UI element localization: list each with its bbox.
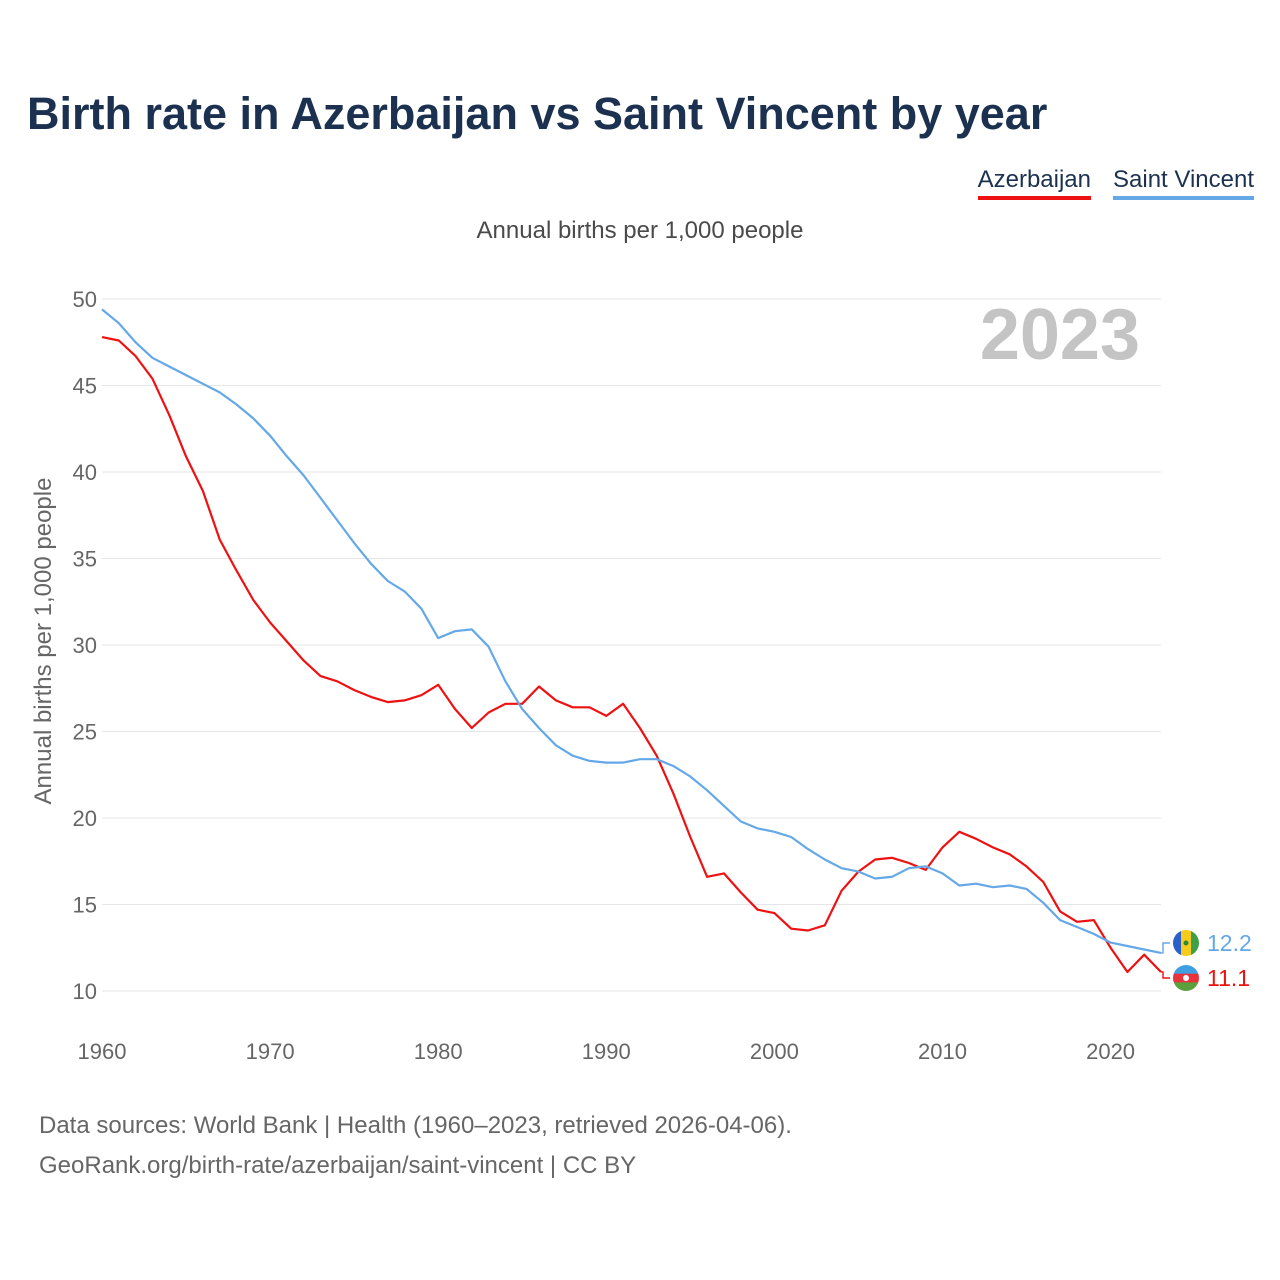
y-tick-label: 50 [73, 287, 97, 312]
page-title: Birth rate in Azerbaijan vs Saint Vincen… [27, 88, 1048, 139]
x-tick-label: 1970 [246, 1039, 295, 1064]
y-tick-label: 10 [73, 979, 97, 1004]
y-tick-label: 15 [73, 893, 97, 918]
series-end-labels: 11.1 12.2 [1161, 930, 1252, 991]
x-tick-label: 1990 [582, 1039, 631, 1064]
x-tick-label: 1980 [414, 1039, 463, 1064]
y-tick-label: 40 [73, 460, 97, 485]
series-line-azerbaijan[interactable] [101, 336, 1162, 974]
legend-item-saint-vincent[interactable]: Saint Vincent [1113, 166, 1254, 200]
grid-lines [102, 298, 1161, 992]
series-lines [101, 308, 1162, 974]
y-tick-label: 30 [73, 633, 97, 658]
x-tick-label: 1960 [78, 1039, 127, 1064]
x-tick-label: 2010 [918, 1039, 967, 1064]
x-tick-label: 2020 [1086, 1039, 1135, 1064]
y-tick-label: 35 [73, 547, 97, 572]
y-tick-label: 25 [73, 720, 97, 745]
azerbaijan-flag-icon [1173, 965, 1199, 991]
end-connector [1161, 971, 1170, 979]
credit-link[interactable]: GeoRank.org/birth-rate/azerbaijan/saint-… [39, 1152, 637, 1179]
legend: Azerbaijan Saint Vincent [977, 166, 1254, 200]
legend-item-azerbaijan[interactable]: Azerbaijan [977, 166, 1091, 200]
x-tick-label: 2000 [750, 1039, 799, 1064]
end-value-label: 12.2 [1207, 930, 1252, 956]
year-label: 2023 [980, 295, 1140, 375]
y-axis-ticks: 10 15 20 25 30 35 40 45 50 [73, 287, 97, 1004]
y-tick-label: 20 [73, 806, 97, 831]
chart-subtitle: Annual births per 1,000 people [476, 217, 804, 244]
x-axis-ticks: 1960 1970 1980 1990 2000 2010 2020 [78, 1039, 1136, 1064]
y-axis-label: Annual births per 1,000 people [30, 478, 57, 805]
saint-vincent-flag-icon [1173, 930, 1199, 956]
end-value-label: 11.1 [1207, 965, 1250, 991]
end-connector [1161, 942, 1170, 954]
data-sources-text: Data sources: World Bank | Health (1960–… [39, 1112, 792, 1139]
series-line-saint-vincent[interactable] [101, 308, 1162, 954]
y-tick-label: 45 [73, 374, 97, 399]
footer: Data sources: World Bank | Health (1960–… [39, 1106, 792, 1186]
